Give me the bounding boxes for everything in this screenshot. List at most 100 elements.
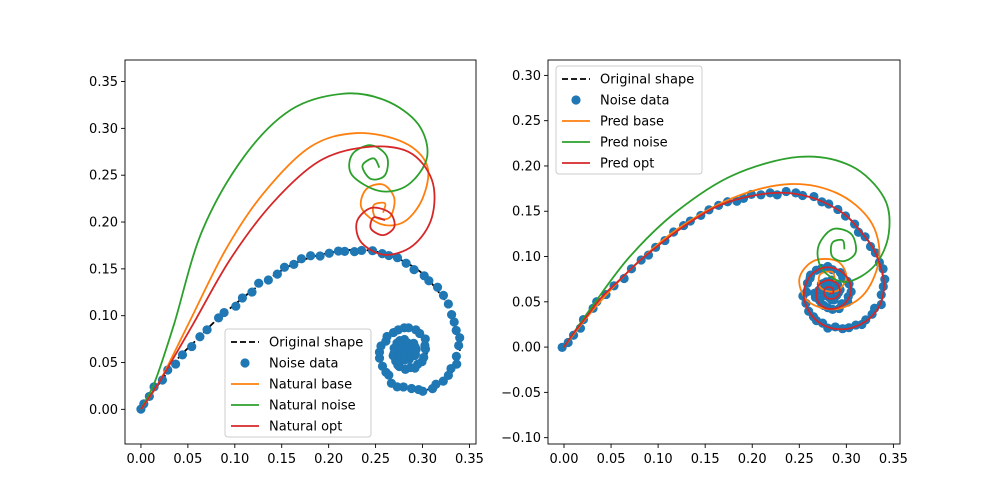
noise-data-point <box>272 269 282 279</box>
noise-data-point <box>643 250 654 260</box>
noise-data-point <box>247 287 257 297</box>
y-tick-label: 0.25 <box>512 114 541 129</box>
noise-data-point <box>401 258 411 268</box>
noise-data-point <box>406 383 417 394</box>
y-tick-label: 0.20 <box>512 159 541 174</box>
noise-data-point <box>455 333 465 343</box>
noise-data-point <box>420 334 430 344</box>
legend-label-natural-noise: Natural noise <box>269 399 356 414</box>
noise-data-point <box>324 248 334 258</box>
noise-data-point <box>781 186 791 197</box>
legend-label-noise-data: Noise data <box>600 94 669 109</box>
noise-data-point <box>340 246 350 256</box>
noise-data-point <box>443 299 453 309</box>
x-tick-label: 0.05 <box>173 452 202 467</box>
x-tick-label: 0.00 <box>126 452 155 467</box>
noise-data-point <box>187 341 197 352</box>
legend-label-noise-data: Noise data <box>269 357 338 372</box>
axes-frame <box>124 59 477 445</box>
x-tick-label: 0.25 <box>785 452 814 467</box>
legend-label-natural-base: Natural base <box>269 378 352 393</box>
series-line-pred-noise <box>563 155 891 348</box>
y-tick-label: 0.00 <box>512 341 541 356</box>
noise-data-point <box>420 344 431 354</box>
noise-data-point <box>279 262 290 272</box>
noise-data-point <box>867 309 877 319</box>
noise-data-point <box>263 275 273 285</box>
legend-label-pred-opt: Pred opt <box>600 157 654 172</box>
legend: Original shape Noise data Pred base Pred no… <box>555 65 703 175</box>
y-tick-label: 0.15 <box>89 262 118 277</box>
noise-data-point <box>349 247 360 257</box>
noise-data-point <box>296 254 307 264</box>
x-tick-label: 0.05 <box>597 452 626 467</box>
y-tick-label: 0.20 <box>89 216 118 231</box>
legend: Original shape Noise data Natural base Natu… <box>224 328 372 438</box>
noise-data-point <box>377 361 388 371</box>
y-tick-label: −0.10 <box>501 431 541 446</box>
x-tick-label: 0.35 <box>455 452 484 467</box>
noise-data-point <box>451 351 461 361</box>
y-tick-label: 0.00 <box>89 403 118 418</box>
noise-data-point <box>413 384 424 395</box>
y-tick-label: 0.10 <box>512 250 541 265</box>
noise-data-point <box>289 259 299 269</box>
noise-data-point <box>424 276 434 286</box>
noise-data-point <box>438 290 449 300</box>
x-tick-label: 0.10 <box>220 452 249 467</box>
x-tick-label: 0.30 <box>832 452 861 467</box>
legend-marker-noise-data <box>571 95 581 105</box>
noise-data-point <box>409 265 419 275</box>
legend-label-original-shape: Original shape <box>600 73 694 88</box>
x-tick-label: 0.15 <box>691 452 720 467</box>
right-plot: 0.00 0.05 0.10 0.15 0.20 0.25 0.30 0.35 −0.10 −0.… <box>501 59 908 467</box>
x-tick-label: 0.20 <box>314 452 343 467</box>
noise-data-point <box>170 359 181 369</box>
noise-data-point <box>451 325 461 336</box>
y-tick-label: −0.05 <box>501 386 541 401</box>
series-line-natural-opt <box>140 145 436 410</box>
noise-data-point <box>392 253 403 263</box>
noise-data-point <box>219 307 229 318</box>
noise-data-point <box>400 349 410 359</box>
legend-label-original-shape: Original shape <box>269 336 363 351</box>
legend-label-pred-noise: Pred noise <box>600 136 668 151</box>
noise-data-point <box>177 350 188 360</box>
x-tick-label: 0.30 <box>408 452 437 467</box>
noise-data-point <box>427 384 438 394</box>
series-line-natural-noise <box>140 92 429 410</box>
noise-data-point <box>315 251 325 261</box>
x-tick-label: 0.20 <box>738 452 767 467</box>
y-tick-label: 0.30 <box>89 122 118 137</box>
legend-marker-noise-data <box>240 358 250 368</box>
noise-data-point <box>447 310 457 320</box>
y-tick-label: 0.10 <box>89 309 118 324</box>
axes-frame <box>547 59 901 445</box>
noise-data-point <box>306 251 316 261</box>
noise-data-point <box>438 376 448 386</box>
x-tick-label: 0.25 <box>361 452 390 467</box>
noise-data-point <box>356 245 367 256</box>
series-line-pred-opt <box>563 191 885 348</box>
x-tick-label: 0.35 <box>879 452 908 467</box>
noise-data-point <box>619 273 629 284</box>
left-plot: 0.00 0.05 0.10 0.15 0.20 0.25 0.30 0.35 0.00 0.05… <box>89 59 484 467</box>
x-tick-label: 0.10 <box>644 452 673 467</box>
y-tick-label: 0.25 <box>89 169 118 184</box>
x-tick-label: 0.15 <box>267 452 296 467</box>
noise-data-point <box>195 332 205 342</box>
legend-label-pred-base: Pred base <box>600 115 664 130</box>
plot-area <box>136 92 465 414</box>
y-tick-label: 0.30 <box>512 69 541 84</box>
noise-data-point <box>454 340 464 351</box>
noise-data-point <box>254 278 264 288</box>
noise-data-point <box>386 378 397 388</box>
noise-data-point <box>237 293 248 303</box>
x-tick-label: 0.00 <box>550 452 579 467</box>
y-tick-label: 0.15 <box>512 205 541 220</box>
y-tick-label: 0.05 <box>89 356 118 371</box>
y-tick-label: 0.35 <box>89 75 118 90</box>
noise-data-point <box>772 190 782 200</box>
noise-data-point <box>853 227 864 237</box>
y-tick-label: 0.05 <box>512 295 541 310</box>
